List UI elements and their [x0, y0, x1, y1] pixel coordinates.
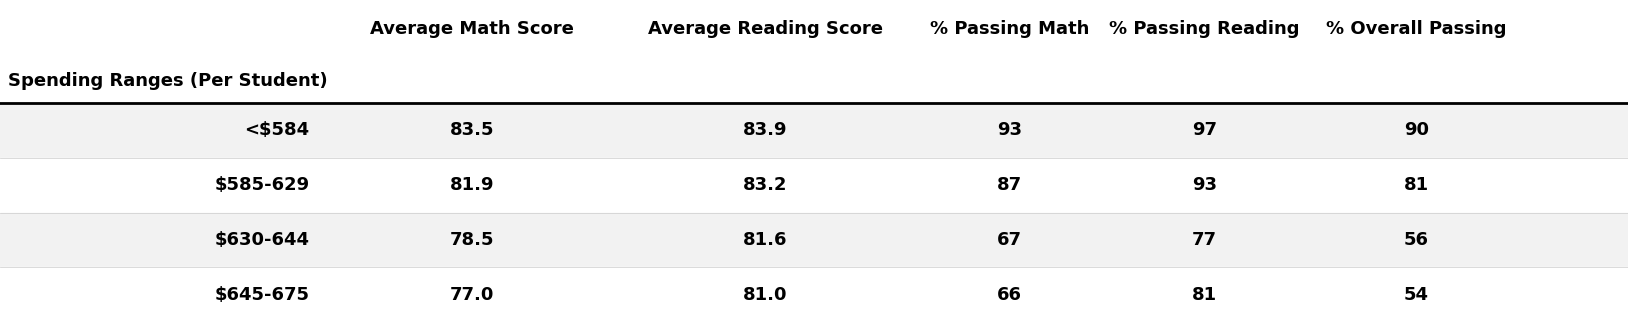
Text: 81: 81: [1403, 176, 1429, 194]
Text: Average Reading Score: Average Reading Score: [648, 20, 882, 38]
Text: 77: 77: [1192, 231, 1218, 249]
Text: $645-675: $645-675: [215, 286, 309, 304]
Text: 54: 54: [1403, 286, 1429, 304]
Text: % Overall Passing: % Overall Passing: [1327, 20, 1506, 38]
Text: $630-644: $630-644: [215, 231, 309, 249]
Text: 67: 67: [996, 231, 1022, 249]
Text: 83.5: 83.5: [449, 121, 495, 139]
Text: 81.9: 81.9: [449, 176, 495, 194]
Text: 66: 66: [996, 286, 1022, 304]
Text: % Passing Math: % Passing Math: [930, 20, 1089, 38]
Text: 83.2: 83.2: [742, 176, 788, 194]
Bar: [0, 158, 1628, 213]
Bar: [0, 58, 1628, 103]
Text: Spending Ranges (Per Student): Spending Ranges (Per Student): [8, 71, 327, 90]
Text: 93: 93: [1192, 176, 1218, 194]
Bar: [0, 0, 1628, 58]
Text: <$584: <$584: [244, 121, 309, 139]
Text: 81.0: 81.0: [742, 286, 788, 304]
Text: $585-629: $585-629: [215, 176, 309, 194]
Text: % Passing Reading: % Passing Reading: [1109, 20, 1301, 38]
Text: 56: 56: [1403, 231, 1429, 249]
Text: 97: 97: [1192, 121, 1218, 139]
Bar: [0, 103, 1628, 158]
Text: 90: 90: [1403, 121, 1429, 139]
Text: 83.9: 83.9: [742, 121, 788, 139]
Text: 81.6: 81.6: [742, 231, 788, 249]
Text: 93: 93: [996, 121, 1022, 139]
Text: 81: 81: [1192, 286, 1218, 304]
Bar: [0, 267, 1628, 322]
Text: 87: 87: [996, 176, 1022, 194]
Bar: [0, 213, 1628, 267]
Text: Average Math Score: Average Math Score: [370, 20, 575, 38]
Text: 77.0: 77.0: [449, 286, 495, 304]
Text: 78.5: 78.5: [449, 231, 495, 249]
